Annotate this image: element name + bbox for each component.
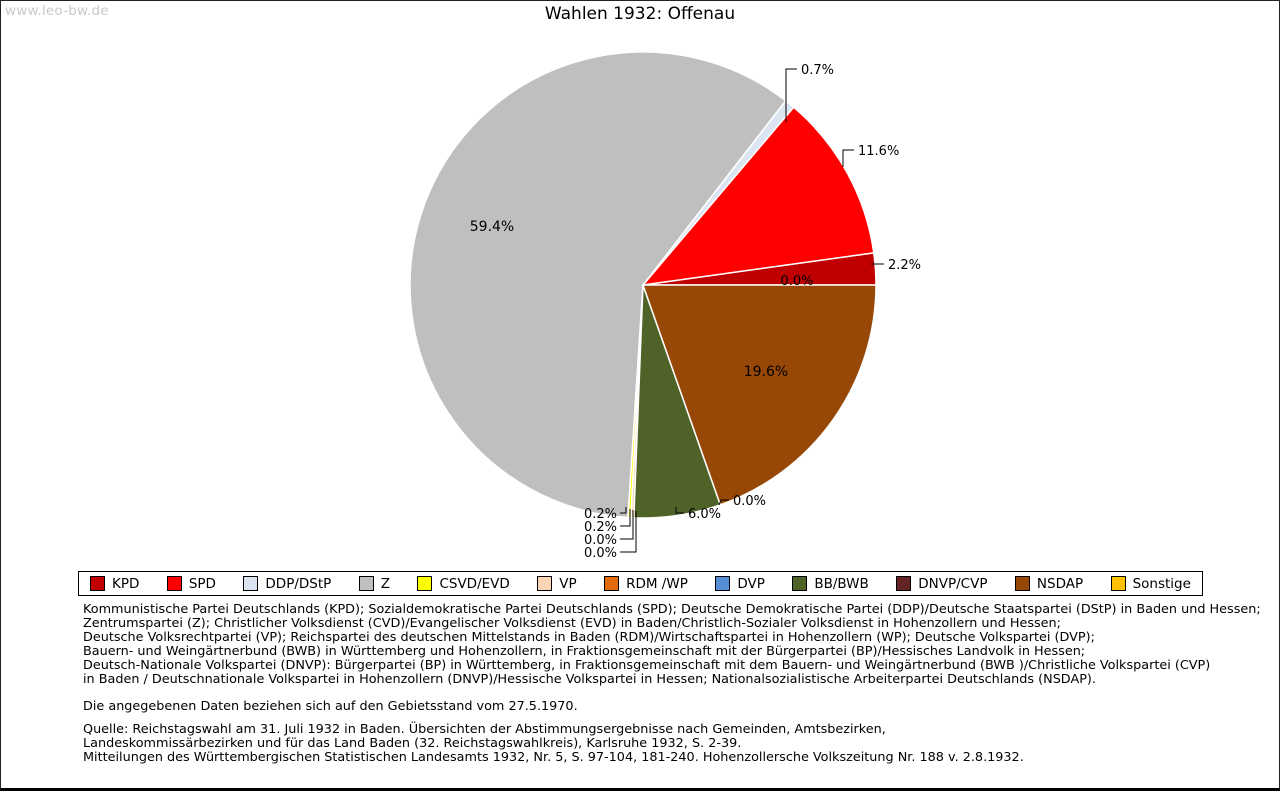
page-title: Wahlen 1932: Offenau [544, 4, 736, 24]
source-line: Quelle: Reichstagswahl am 31. Juli 1932 … [83, 722, 886, 737]
legend-label-ddp-dstp: DDP/DStP [265, 575, 332, 592]
legend-item-dnvp-cvp: DNVP/CVP [896, 576, 987, 592]
leader-line-spd [842, 149, 854, 167]
pie-label-rdm-wp: 0.0% [584, 533, 617, 548]
legend-label-spd: SPD [188, 575, 216, 592]
legend-swatch-kpd [90, 576, 105, 591]
pie-label-nsdap: 19.6% [744, 364, 788, 380]
party-key-line: in Baden / Deutschnationale Volkspartei … [83, 672, 1096, 687]
leader-line-ddp-dstp [785, 68, 797, 122]
legend-item-spd: SPD [166, 575, 216, 592]
legend-item-rdm-wp: RDM /WP [604, 576, 688, 592]
leader-line-bb-bwb [675, 507, 684, 514]
leader-line-vp [620, 509, 631, 527]
legend-item-ddp-dstp: DDP/DStP [243, 576, 331, 592]
legend-label-rdm-wp: RDM /WP [626, 575, 688, 592]
party-key-line: Kommunistische Partei Deutschlands (KPD)… [83, 602, 1261, 617]
legend-swatch-dnvp-cvp [896, 576, 912, 591]
legend-item-vp: VP [537, 575, 577, 592]
leader-line-dvp [620, 511, 637, 553]
legend-label-csvd-evd: CSVD/EVD [439, 575, 510, 592]
pie-label-spd: 11.6% [858, 144, 899, 159]
pie-label-ddp-dstp: 0.7% [801, 63, 834, 78]
legend-item-nsdap: NSDAP [1014, 575, 1084, 592]
party-key: Kommunistische Partei Deutschlands (KPD)… [83, 603, 1261, 687]
legend-item-bb-bwb: BB/BWB [792, 575, 869, 592]
footnotes: Kommunistische Partei Deutschlands (KPD)… [83, 603, 1261, 765]
territorial-note: Die angegebenen Daten beziehen sich auf … [83, 699, 578, 714]
legend-label-dnvp-cvp: DNVP/CVP [918, 575, 988, 592]
pie-label-vp: 0.2% [584, 520, 617, 535]
pie-slice-spd [642, 106, 875, 286]
pie-label-csvd-evd: 0.2% [584, 507, 617, 522]
pie-leader-lines [620, 68, 884, 553]
legend-item-z: Z [358, 575, 390, 592]
legend-swatch-spd [166, 576, 182, 591]
pie-label-sonstige: 0.0% [780, 274, 813, 289]
pie-label-dnvp-cvp: 0.0% [733, 494, 766, 509]
source-line: Mitteilungen des Württembergischen Stati… [83, 750, 1024, 765]
pie-label-z: 59.4% [470, 219, 514, 235]
leader-line-rdm-wp [620, 510, 634, 540]
legend-item-kpd: KPD [90, 576, 139, 592]
pie-chart: 2.2%11.6%0.7%59.4%0.2%0.2%0.0%0.0%6.0%0.… [409, 51, 921, 561]
pie-label-dvp: 0.0% [584, 546, 617, 561]
party-key-line: Deutsch-Nationale Volkspartei (DNVP): Bü… [83, 658, 1211, 673]
legend-swatch-z [358, 576, 374, 591]
pie-label-bb-bwb: 6.0% [688, 507, 721, 522]
legend-swatch-vp [537, 576, 553, 591]
pie-slices [409, 51, 877, 519]
legend-swatch-rdm-wp [604, 576, 620, 591]
pie-labels: 2.2%11.6%0.7%59.4%0.2%0.2%0.0%0.0%6.0%0.… [470, 63, 921, 561]
legend-label-z: Z [380, 575, 390, 592]
party-key-line: Bauern- und Weingärtnerbund (BWB) in Wür… [83, 644, 1086, 659]
pie-slice-z [409, 51, 787, 519]
legend-swatch-csvd-evd [417, 576, 433, 591]
legend-label-dvp: DVP [737, 575, 765, 592]
legend-swatch-bb-bwb [792, 576, 808, 591]
legend-label-nsdap: NSDAP [1036, 575, 1084, 592]
legend-swatch-nsdap [1014, 576, 1030, 591]
legend: KPD SPD DDP/DStP Z CSVD/EVD VP RDM /WP DVP BB/BW… [78, 571, 1203, 596]
legend-swatch-ddp-dstp [243, 576, 259, 591]
legend-label-vp: VP [559, 575, 577, 592]
pie-label-kpd: 2.2% [888, 258, 921, 273]
leader-line-csvd-evd [620, 507, 627, 514]
party-key-line: Zentrumspartei (Z); Christlicher Volksdi… [83, 616, 1061, 631]
legend-label-bb-bwb: BB/BWB [814, 575, 869, 592]
legend-item-sonstige: Sonstige [1110, 575, 1191, 592]
pie-slice-nsdap [642, 284, 877, 506]
leader-line-dnvp-cvp [718, 499, 729, 506]
source-line: Landeskommissärbezirken und für das Land… [83, 736, 742, 751]
source-citation: Quelle: Reichstagswahl am 31. Juli 1932 … [83, 723, 1261, 765]
legend-swatch-dvp [715, 576, 731, 591]
legend-item-csvd-evd: CSVD/EVD [417, 575, 510, 592]
legend-label-sonstige: Sonstige [1132, 575, 1191, 592]
watermark: www.leo-bw.de [5, 3, 109, 19]
legend-label-kpd: KPD [112, 575, 140, 592]
legend-item-dvp: DVP [715, 576, 765, 592]
legend-swatch-sonstige [1110, 576, 1126, 591]
party-key-line: Deutsche Volksrechtpartei (VP); Reichspa… [83, 630, 1095, 645]
